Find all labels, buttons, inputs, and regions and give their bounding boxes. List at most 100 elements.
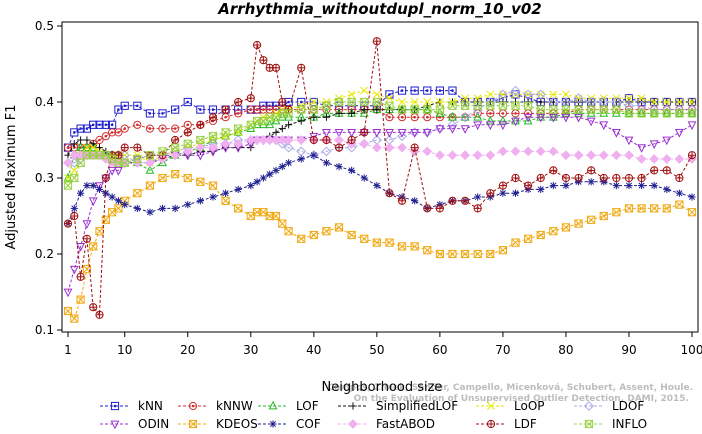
data-point-odin [82, 220, 92, 229]
data-point-odin [410, 129, 420, 138]
x-tick-label: 60 [432, 343, 447, 357]
data-point-odin [322, 129, 331, 138]
legend-label: LoOP [514, 399, 545, 413]
legend-label: INFLO [612, 417, 647, 431]
data-point-fastabod [371, 142, 382, 153]
data-point-lof [536, 111, 546, 121]
data-point-ldf [89, 303, 98, 312]
data-point-cof [297, 155, 305, 163]
data-point-kdeos [498, 246, 508, 255]
data-point-fastabod [359, 138, 370, 149]
data-point-cof [650, 182, 658, 190]
data-point-ldf [687, 151, 697, 160]
data-point-ldf [498, 181, 508, 190]
data-point-knn [435, 86, 444, 95]
data-point-inflo [158, 147, 167, 156]
watermark-line-1: Campos, Zimek, Sander, Campello, Micenko… [328, 383, 693, 393]
data-point-odin [347, 129, 357, 138]
legend-label: kNN [138, 399, 163, 413]
data-point-kdeos [196, 177, 205, 186]
data-point-ldf [460, 196, 470, 205]
data-point-ldf [637, 173, 646, 183]
data-point-inflo [561, 105, 571, 114]
data-point-ldf [259, 56, 268, 65]
data-point-knn [397, 86, 407, 95]
data-point-cof [108, 193, 116, 201]
data-point-lof [687, 108, 697, 117]
data-point-ldf [473, 204, 482, 213]
data-point-loop [549, 90, 558, 99]
data-point-ldf [234, 97, 243, 107]
data-point-cof [411, 197, 419, 205]
data-point-odin [69, 265, 79, 275]
data-point-inflo [536, 105, 545, 114]
data-point-odin [637, 144, 646, 153]
data-point-inflo [171, 143, 180, 152]
data-point-ldf [435, 204, 444, 213]
data-point-knnw [246, 105, 255, 114]
x-tick-label: 20 [180, 343, 195, 357]
data-point-knnw [101, 132, 110, 141]
data-point-fastabod [296, 135, 307, 145]
data-point-cof [259, 174, 267, 182]
data-point-fastabod [535, 146, 546, 157]
data-point-ldf [486, 189, 495, 198]
data-point-loop [410, 98, 419, 106]
data-point-kdeos [89, 242, 98, 251]
data-point-loop [625, 94, 633, 103]
data-point-ldf [120, 143, 129, 152]
x-tick-label: 50 [369, 343, 384, 357]
data-point-ldf [133, 143, 142, 152]
data-point-cof [158, 204, 167, 212]
data-point-fastabod [548, 146, 559, 157]
data-point-kdeos [423, 246, 432, 255]
data-point-knnw [120, 124, 129, 133]
data-point-cof [285, 159, 293, 167]
data-point-ldf [309, 135, 318, 145]
data-point-ldof [498, 89, 508, 100]
data-point-lof [359, 108, 369, 117]
data-point-cof [133, 204, 141, 212]
data-point-ldf [322, 135, 331, 145]
data-point-knnw [133, 120, 142, 129]
series-kdeos [63, 170, 697, 323]
data-point-fastabod [182, 146, 193, 157]
data-point-odin [649, 140, 659, 150]
data-point-fastabod [195, 142, 206, 153]
legend-label: FastABOD [376, 417, 435, 431]
data-point-simplifiedlof [335, 109, 343, 117]
data-point-cof [348, 166, 356, 174]
legend-label: LDOF [612, 399, 644, 413]
data-point-loop [385, 94, 394, 103]
data-point-kdeos [587, 215, 596, 224]
data-point-fastabod [636, 154, 647, 164]
data-point-inflo [76, 158, 85, 167]
data-point-fastabod [145, 157, 155, 168]
data-point-ldof [397, 131, 407, 142]
data-point-cof [310, 151, 318, 159]
data-point-knnw [234, 109, 243, 118]
legend-marker-ldof [584, 401, 594, 411]
legend-marker-knn [110, 401, 120, 411]
data-point-knn [448, 86, 457, 95]
data-point-lof [662, 108, 672, 117]
data-point-odin [561, 113, 571, 123]
legend-marker-knnw [188, 401, 198, 411]
data-point-fastabod [233, 138, 244, 149]
data-point-kdeos [70, 314, 79, 323]
data-point-ldf [511, 173, 520, 183]
data-point-kdeos [650, 204, 659, 213]
x-tick-label: 100 [681, 343, 702, 357]
y-tick-label: 0.1 [35, 323, 54, 337]
data-point-odin [662, 136, 672, 146]
legend-item-ldf: LDF [476, 417, 537, 431]
data-point-knnw [145, 124, 155, 133]
data-point-kdeos [309, 230, 318, 240]
legend-item-kdeos: KDEOS [178, 417, 258, 431]
data-point-knnw [171, 124, 180, 133]
data-point-simplifiedlof [70, 140, 78, 148]
data-point-fastabod [397, 142, 407, 153]
data-point-loop [650, 98, 659, 106]
data-point-cof [675, 189, 683, 197]
data-point-fastabod [447, 150, 458, 161]
